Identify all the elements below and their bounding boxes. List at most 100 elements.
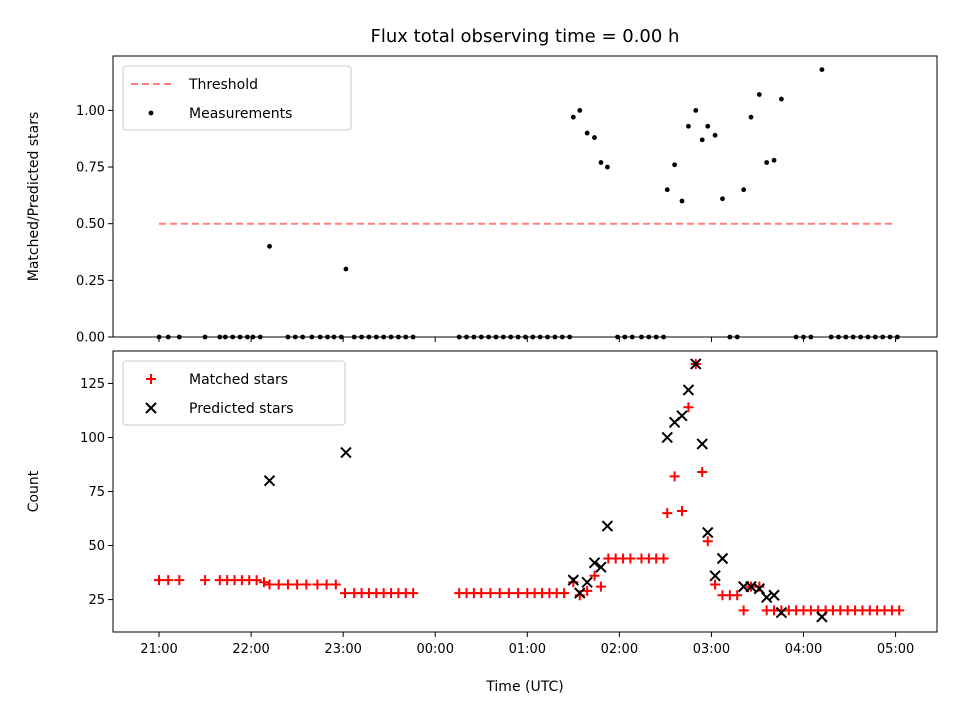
data-point [340, 588, 351, 599]
data-point [716, 552, 729, 565]
x-tick-label: 22:00 [232, 642, 269, 657]
panel-2: 25 50 75 100 125 21:00 22:00 23:00 00:00 01:00 02:… [26, 350, 938, 657]
y-axis-label: Count [26, 470, 42, 512]
data-point [476, 588, 487, 599]
y-tick-label: 0.75 [76, 161, 105, 176]
data-point [672, 162, 678, 168]
data-point [581, 576, 593, 588]
y-tick-label: 75 [88, 485, 105, 500]
y-tick-label: 50 [88, 539, 105, 554]
data-point [494, 588, 505, 599]
plot-frame [112, 55, 938, 338]
data-point [664, 187, 670, 193]
panel-1: 0.00 0.25 0.50 0.75 1.00 Matched/Predicted st… [26, 55, 938, 346]
data-point [601, 520, 614, 532]
data-point [712, 132, 718, 138]
data-point [301, 579, 312, 590]
data-point [559, 588, 570, 599]
data-point [154, 575, 165, 586]
x-tick-label: 21:00 [140, 642, 177, 657]
legend-swatch [146, 374, 156, 384]
data-point [174, 575, 185, 586]
y-tick-label: 0.00 [76, 331, 105, 346]
data-point [819, 67, 825, 72]
y-tick-label: 25 [88, 593, 105, 608]
data-point [595, 581, 606, 592]
legend-swatch [148, 110, 154, 116]
data-point [686, 123, 691, 129]
data-point [745, 580, 757, 593]
data-point [577, 107, 583, 113]
legend-label: Matched stars [189, 372, 288, 388]
data-point [658, 553, 669, 564]
legend: Threshold Measurements [122, 65, 352, 131]
data-point [709, 570, 721, 582]
data-point [690, 358, 702, 370]
data-point [771, 157, 777, 163]
data-point [258, 577, 269, 588]
data-point [699, 137, 705, 143]
data-point [595, 561, 607, 573]
data-point [503, 588, 514, 599]
data-point [661, 431, 673, 444]
data-point [251, 575, 262, 586]
data-point [682, 384, 695, 396]
data-point [816, 611, 828, 623]
data-point [485, 588, 496, 599]
data-point [574, 587, 586, 599]
y-tick-label: 1.00 [76, 104, 105, 119]
data-point [282, 579, 293, 590]
data-point [625, 553, 636, 564]
legend-label: Threshold [188, 77, 258, 93]
data-point [676, 505, 687, 516]
data-point [779, 96, 784, 102]
data-point [775, 606, 788, 619]
data-point [273, 579, 284, 590]
data-point [756, 92, 762, 97]
y-tick-label: 125 [80, 377, 105, 392]
data-point [312, 579, 323, 590]
data-point [321, 579, 332, 590]
data-point [264, 579, 275, 590]
data-point [592, 135, 597, 140]
x-tick-label: 03:00 [693, 642, 730, 657]
legend-label: Predicted stars [189, 401, 294, 417]
data-point [662, 508, 673, 519]
data-point [720, 196, 725, 202]
x-tick-label: 01:00 [509, 642, 546, 657]
data-point [263, 474, 276, 487]
y-tick-label: 0.25 [76, 274, 105, 289]
y-axis-label: Matched/Predicted stars [26, 112, 42, 282]
legend-label: Measurements [189, 106, 292, 122]
data-point [340, 446, 352, 459]
data-point [598, 160, 604, 165]
data-point [267, 243, 272, 249]
data-point [292, 579, 303, 590]
data-point [513, 588, 524, 599]
data-point [330, 579, 341, 590]
data-point [710, 579, 721, 590]
x-tick-label: 05:00 [877, 642, 914, 657]
data-point [702, 536, 713, 547]
data-point [894, 605, 905, 616]
x-tick-label: 00:00 [417, 642, 454, 657]
data-point [760, 591, 773, 604]
plot-frame [112, 350, 938, 633]
chart-title: Flux total observing time = 0.00 h [371, 26, 680, 47]
x-tick-label: 04:00 [785, 642, 822, 657]
series-predicted-stars [263, 358, 828, 623]
data-point [669, 471, 680, 482]
data-point [732, 590, 743, 601]
legend-box [122, 360, 346, 426]
data-point [408, 588, 419, 599]
y-tick-label: 0.50 [76, 217, 105, 232]
y-tick-label: 100 [80, 431, 105, 446]
data-point [605, 164, 610, 170]
x-tick-label: 23:00 [324, 642, 361, 657]
data-point [163, 575, 174, 586]
data-point [679, 198, 685, 204]
data-point [683, 402, 694, 413]
data-point [200, 575, 211, 586]
x-axis-label: Time (UTC) [485, 679, 563, 695]
